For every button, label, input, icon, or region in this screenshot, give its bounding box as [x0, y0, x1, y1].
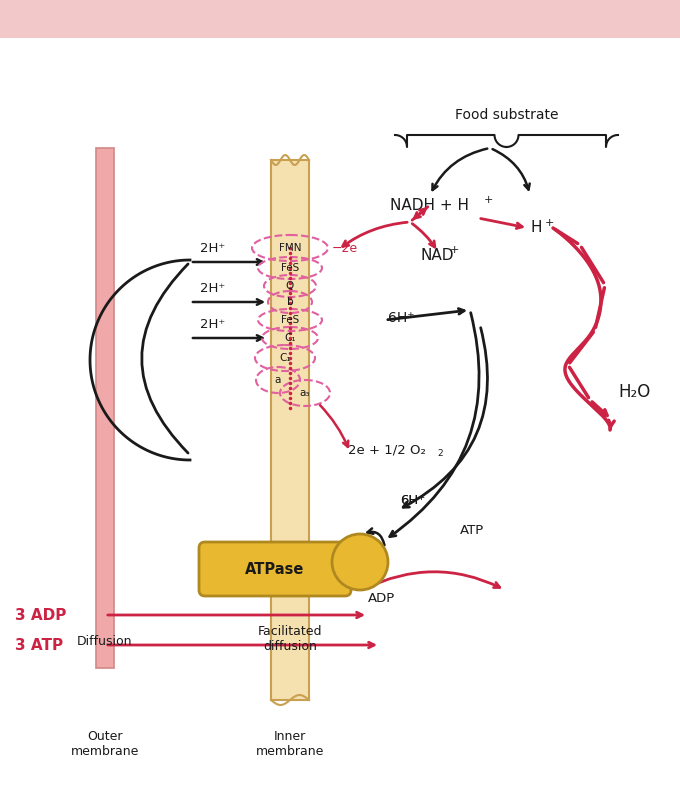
Text: 3 ATP: 3 ATP [15, 638, 63, 653]
Text: FMN: FMN [279, 243, 301, 253]
Text: C₁: C₁ [284, 333, 296, 343]
FancyBboxPatch shape [199, 542, 351, 596]
Text: Inner
membrane: Inner membrane [256, 730, 324, 758]
Text: Outer
membrane: Outer membrane [71, 730, 139, 758]
Text: ATPase: ATPase [245, 561, 305, 576]
Bar [96, 148, 114, 668]
Text: H: H [530, 220, 541, 236]
Text: +: + [484, 195, 494, 205]
Text: 2e + 1/2 O₂: 2e + 1/2 O₂ [348, 443, 426, 456]
Bar [271, 160, 309, 700]
Text: Q: Q [286, 281, 294, 291]
Text: 2H⁺: 2H⁺ [200, 318, 225, 331]
Text: Food substrate: Food substrate [455, 108, 558, 122]
Text: 2H⁺: 2H⁺ [200, 242, 225, 255]
Text: b: b [287, 297, 293, 307]
Text: ADP: ADP [368, 591, 395, 604]
Text: 2H⁺: 2H⁺ [200, 282, 225, 295]
Text: FeS: FeS [281, 315, 299, 325]
Text: +: + [450, 245, 460, 255]
Text: Diffusion: Diffusion [78, 635, 133, 648]
Text: a₃: a₃ [300, 388, 310, 398]
Bar [0, 0, 680, 38]
Text: 2: 2 [437, 448, 443, 458]
Text: NAD: NAD [420, 248, 454, 263]
Text: +: + [545, 218, 554, 228]
Text: 6H⁺: 6H⁺ [400, 494, 425, 506]
Text: 6H⁺: 6H⁺ [400, 494, 425, 506]
Circle shape [332, 534, 388, 590]
Text: C₁: C₁ [279, 353, 291, 363]
Text: FeS: FeS [281, 263, 299, 273]
Text: Facilitated
diffusion: Facilitated diffusion [258, 625, 322, 653]
Text: a: a [275, 375, 282, 385]
Text: H₂O: H₂O [618, 383, 650, 401]
Text: 6H⁺: 6H⁺ [388, 311, 415, 325]
Text: −2e: −2e [332, 241, 358, 255]
Text: ATP: ATP [460, 524, 484, 537]
Text: 3 ADP: 3 ADP [15, 607, 67, 622]
Text: NADH + H: NADH + H [390, 197, 469, 213]
